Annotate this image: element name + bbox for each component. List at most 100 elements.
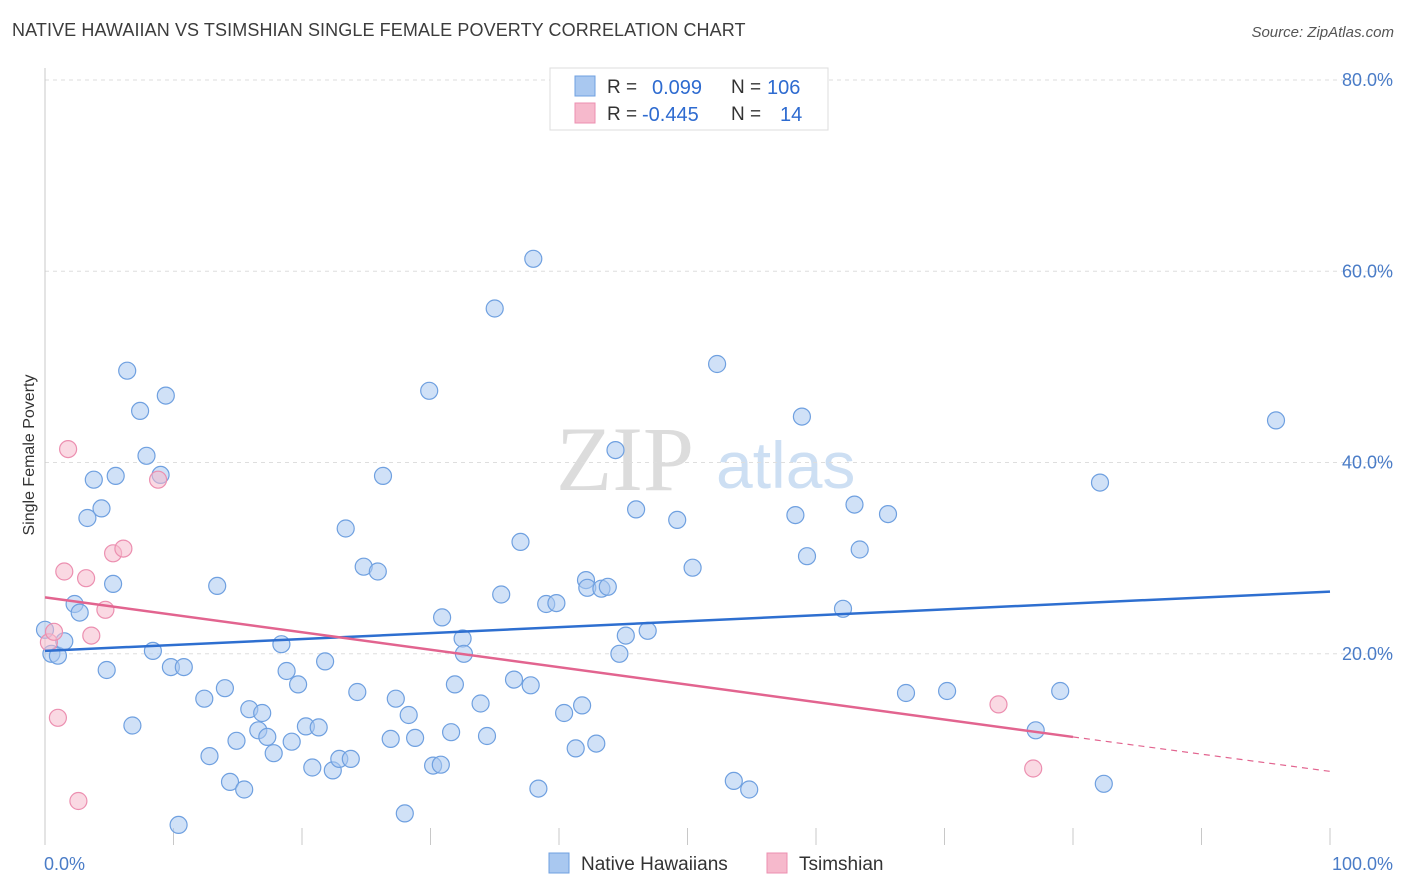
point-tsimshian-11 [149, 470, 168, 489]
point-native-hawaiians-60 [445, 675, 464, 694]
point-native-hawaiians-96 [845, 495, 864, 514]
legend-swatch-native-hawaiians [574, 75, 596, 97]
point-native-hawaiians-94 [797, 547, 817, 566]
point-native-hawaiians-87 [668, 510, 687, 530]
point-native-hawaiians-83 [610, 644, 629, 663]
point-native-hawaiians-8 [92, 499, 111, 518]
point-native-hawaiians-33 [264, 744, 283, 763]
y-tick-label-60: 60.0% [1342, 261, 1393, 281]
point-native-hawaiians-90 [724, 771, 743, 791]
point-native-hawaiians-73 [547, 593, 566, 613]
point-native-hawaiians-41 [316, 652, 335, 671]
point-native-hawaiians-92 [786, 505, 805, 525]
point-native-hawaiians-6 [78, 508, 97, 528]
point-native-hawaiians-81 [598, 577, 617, 596]
point-native-hawaiians-82 [606, 441, 625, 460]
point-native-hawaiians-14 [131, 401, 150, 420]
trend-line-native-hawaiians [44, 590, 1331, 653]
point-tsimshian-4 [58, 440, 78, 459]
legend-n-label-2: N = [731, 104, 761, 125]
point-tsimshian-10 [114, 539, 133, 558]
point-native-hawaiians-103 [1090, 473, 1110, 492]
point-native-hawaiians-26 [220, 772, 240, 792]
point-native-hawaiians-35 [277, 661, 296, 681]
point-native-hawaiians-49 [373, 466, 393, 485]
point-native-hawaiians-105 [1266, 411, 1286, 430]
point-native-hawaiians-39 [303, 758, 322, 777]
point-tsimshian-12 [989, 695, 1008, 714]
point-native-hawaiians-20 [169, 815, 188, 835]
point-native-hawaiians-10 [103, 574, 123, 594]
point-native-hawaiians-84 [616, 626, 635, 645]
legend-swatch-tsimshian [574, 102, 596, 124]
point-native-hawaiians-88 [683, 558, 702, 577]
bottom-legend-swatch-tsimshian [766, 852, 788, 874]
gridlines [45, 79, 1392, 655]
watermark-zip: ZIP [556, 408, 694, 510]
trend-line-dashed-tsimshian [1072, 736, 1331, 772]
point-native-hawaiians-69 [521, 676, 540, 695]
point-native-hawaiians-68 [511, 532, 530, 552]
point-native-hawaiians-32 [258, 727, 277, 747]
point-native-hawaiians-67 [504, 670, 524, 689]
point-native-hawaiians-45 [341, 749, 360, 769]
point-native-hawaiians-102 [1051, 681, 1070, 701]
x-tick-label-100: 100.0% [1332, 854, 1393, 874]
point-native-hawaiians-11 [106, 466, 125, 485]
point-native-hawaiians-18 [156, 386, 175, 405]
point-native-hawaiians-44 [336, 519, 355, 538]
point-native-hawaiians-52 [395, 804, 414, 823]
point-native-hawaiians-54 [406, 728, 425, 748]
point-native-hawaiians-79 [587, 734, 606, 753]
point-native-hawaiians-59 [442, 723, 461, 742]
data-points [35, 249, 1286, 835]
legend-n-label-1: N = [731, 77, 761, 98]
point-native-hawaiians-99 [896, 683, 916, 703]
point-native-hawaiians-24 [208, 576, 227, 596]
point-native-hawaiians-57 [431, 755, 450, 774]
point-native-hawaiians-46 [348, 682, 367, 702]
point-native-hawaiians-98 [878, 504, 898, 524]
point-native-hawaiians-48 [368, 562, 387, 581]
bottom-legend-label-native-hawaiians: Native Hawaiians [581, 854, 728, 875]
point-native-hawaiians-25 [215, 679, 234, 698]
point-tsimshian-5 [69, 791, 88, 811]
point-native-hawaiians-9 [97, 660, 116, 680]
y-tick-label-40: 40.0% [1342, 453, 1393, 473]
legend-n-value-1: 106 [767, 77, 800, 99]
bottom-legend-swatch-native-hawaiians [548, 852, 570, 874]
legend-r-value-1: 0.099 [652, 77, 702, 99]
point-tsimshian-6 [76, 569, 96, 588]
point-native-hawaiians-50 [381, 729, 400, 749]
point-native-hawaiians-12 [118, 361, 137, 380]
point-native-hawaiians-58 [433, 608, 452, 627]
watermark-atlas: atlas [716, 428, 855, 502]
point-native-hawaiians-70 [524, 249, 543, 268]
tick-labels: 20.0% 40.0% 60.0% 80.0% 0.0% 100.0% [44, 70, 1393, 874]
point-native-hawaiians-75 [566, 739, 585, 758]
legend-r-label-1: R = [607, 77, 637, 98]
point-native-hawaiians-91 [740, 780, 759, 799]
point-native-hawaiians-65 [485, 299, 504, 318]
bottom-legend-label-tsimshian: Tsimshian [799, 854, 883, 875]
chart-title: NATIVE HAWAIIAN VS TSIMSHIAN SINGLE FEMA… [12, 20, 746, 40]
y-tick-label-80: 80.0% [1342, 70, 1393, 90]
point-native-hawaiians-55 [420, 381, 439, 400]
point-tsimshian-7 [82, 626, 101, 645]
point-native-hawaiians-37 [289, 675, 308, 694]
bottom-legend: Native Hawaiians Tsimshian [548, 852, 883, 875]
legend-r-label-2: R = [607, 104, 637, 125]
point-tsimshian-13 [1024, 759, 1043, 778]
point-tsimshian-3 [55, 562, 74, 581]
point-native-hawaiians-53 [399, 705, 418, 725]
point-native-hawaiians-27 [227, 731, 246, 750]
legend-r-value-2: -0.445 [642, 104, 699, 126]
point-native-hawaiians-93 [792, 407, 812, 426]
point-native-hawaiians-71 [529, 779, 548, 798]
point-native-hawaiians-66 [492, 585, 511, 604]
top-legend: R = 0.099 N = 106 R = -0.445 N = 14 [549, 67, 829, 131]
point-native-hawaiians-86 [638, 621, 657, 640]
point-native-hawaiians-7 [84, 470, 103, 489]
point-native-hawaiians-74 [554, 703, 574, 723]
point-native-hawaiians-28 [235, 780, 254, 799]
